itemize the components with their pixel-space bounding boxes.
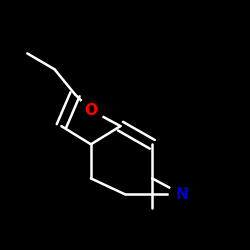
Circle shape	[169, 182, 194, 207]
Circle shape	[78, 98, 104, 123]
Text: N: N	[176, 187, 188, 202]
Text: O: O	[84, 103, 98, 118]
